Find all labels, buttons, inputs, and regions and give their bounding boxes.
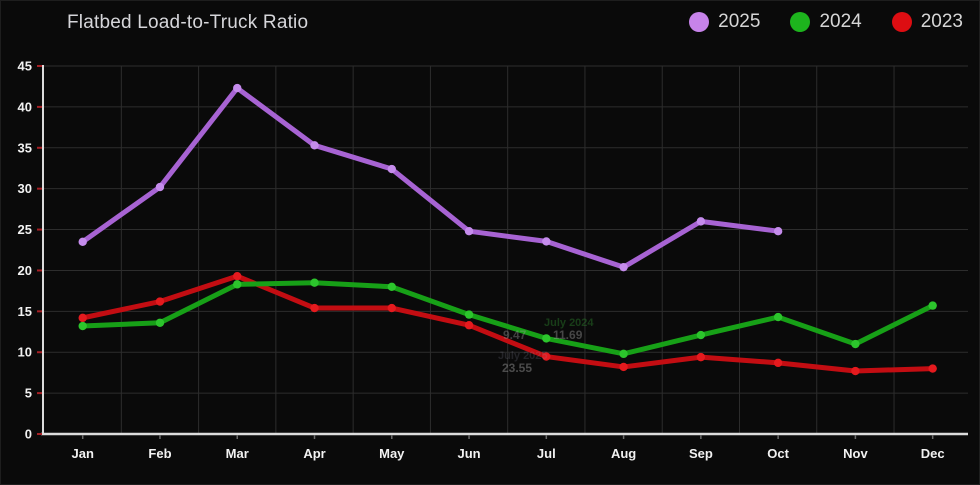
data-point-2023[interactable] <box>233 271 242 281</box>
y-tick-label: 0 <box>25 427 32 442</box>
y-tick-label: 40 <box>18 99 32 114</box>
data-point-2023[interactable] <box>696 352 706 362</box>
data-point-2023[interactable] <box>619 362 628 372</box>
data-point-2023[interactable] <box>155 297 165 306</box>
data-point-2024[interactable] <box>773 312 783 322</box>
data-point-2024[interactable] <box>155 318 165 327</box>
data-point-2025[interactable] <box>696 217 706 226</box>
x-tick-label: Jan <box>71 446 93 461</box>
data-point-2023[interactable] <box>773 358 783 368</box>
data-point-2024[interactable] <box>78 321 87 331</box>
data-point-2023[interactable] <box>851 366 860 376</box>
legend-label: 2023 <box>920 11 963 32</box>
data-point-2025[interactable] <box>464 226 474 236</box>
x-tick-label: May <box>379 446 405 461</box>
data-point-2025[interactable] <box>619 262 628 272</box>
data-point-2024[interactable] <box>696 330 706 340</box>
data-point-2025[interactable] <box>387 164 396 174</box>
y-tick-label: 10 <box>18 345 32 360</box>
data-point-2023[interactable] <box>78 313 87 323</box>
data-point-2024[interactable] <box>928 301 937 310</box>
x-tick-label: Mar <box>226 446 249 461</box>
x-tick-label: Dec <box>921 446 945 461</box>
data-point-2025[interactable] <box>233 83 242 93</box>
series-line-2025 <box>80 85 781 270</box>
data-point-2025[interactable] <box>78 237 87 247</box>
data-point-2024[interactable] <box>233 280 242 289</box>
legend-dot-2025-icon <box>689 12 710 32</box>
x-tick-label: Jun <box>457 446 480 461</box>
x-tick-label: Aug <box>611 446 636 461</box>
legend-dot-2023-icon <box>891 12 912 32</box>
legend-item-2023[interactable]: 2023 <box>891 11 963 33</box>
x-tick-label: Jul <box>537 446 556 461</box>
x-tick-label: Nov <box>843 446 868 461</box>
data-point-2025[interactable] <box>542 237 551 246</box>
x-tick-label: Apr <box>303 446 325 461</box>
data-point-2024[interactable] <box>310 278 319 287</box>
data-point-2023[interactable] <box>310 303 319 313</box>
data-point-2023[interactable] <box>464 321 474 330</box>
y-tick-label: 15 <box>18 304 32 319</box>
data-point-2023[interactable] <box>387 303 396 313</box>
x-tick-label: Feb <box>148 446 171 461</box>
data-point-2025[interactable] <box>310 141 319 150</box>
legend-dot-2024-icon <box>790 12 811 32</box>
series-line-2024 <box>80 280 936 357</box>
legend-label: 2024 <box>819 11 862 32</box>
y-tick-label: 20 <box>18 263 32 278</box>
data-point-2024[interactable] <box>851 339 860 349</box>
series-line-2023 <box>80 273 936 374</box>
x-tick-label: Oct <box>767 446 789 461</box>
data-point-2023[interactable] <box>542 352 551 361</box>
legend: 2025 2024 2023 <box>689 11 963 33</box>
y-tick-label: 45 <box>18 59 32 74</box>
data-point-2024[interactable] <box>542 334 551 343</box>
y-tick-label: 30 <box>18 181 32 196</box>
legend-label: 2025 <box>718 11 761 32</box>
data-point-2025[interactable] <box>773 226 783 236</box>
legend-item-2024[interactable]: 2024 <box>790 11 862 33</box>
chart-title: Flatbed Load-to-Truck Ratio <box>67 12 309 33</box>
y-tick-label: 25 <box>18 222 32 237</box>
legend-item-2025[interactable]: 2025 <box>689 11 760 33</box>
data-point-2024[interactable] <box>464 310 474 319</box>
data-point-2023[interactable] <box>928 364 937 373</box>
y-tick-label: 35 <box>18 140 32 155</box>
data-point-2024[interactable] <box>619 349 628 359</box>
data-point-2024[interactable] <box>387 282 396 291</box>
y-tick-label: 5 <box>25 386 32 401</box>
data-point-2025[interactable] <box>155 182 165 192</box>
x-tick-label: Sep <box>689 446 713 461</box>
